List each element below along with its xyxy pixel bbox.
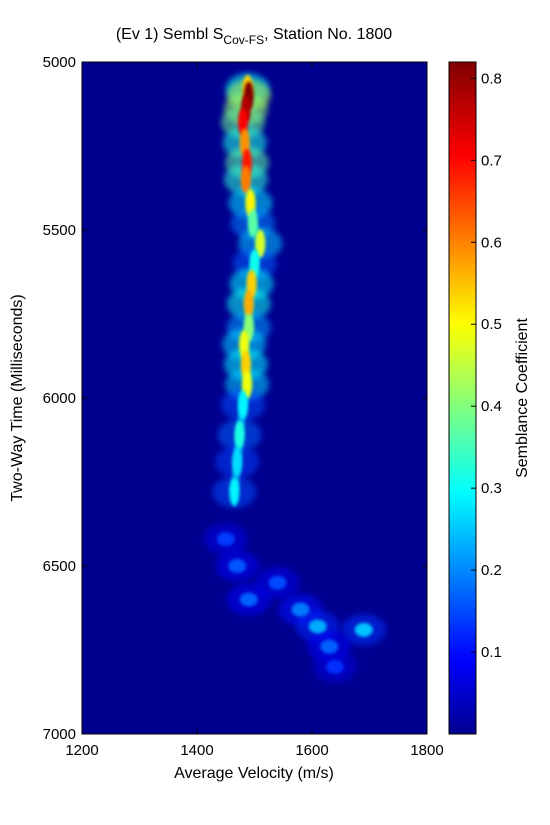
semblance-peak	[243, 289, 254, 318]
semblance-peak	[268, 575, 287, 590]
x-tick-label: 1200	[65, 742, 98, 759]
chart-title-prefix: (Ev 1) Sembl S	[116, 26, 224, 43]
semblance-peak	[239, 592, 258, 607]
semblance-peak	[247, 209, 258, 238]
semblance-peak	[291, 602, 310, 617]
colorbar: 0.1 0.2 0.3 0.4 0.5 0.6 0.7 0.8	[448, 61, 502, 735]
semblance-peak	[255, 229, 266, 258]
colorbar-ticks: 0.1 0.2 0.3 0.4 0.5 0.6 0.7 0.8	[471, 70, 502, 661]
semblance-peak	[228, 559, 247, 573]
chart-title: (Ev 1) Sembl SCov-FS, Station No. 1800	[116, 26, 392, 47]
semblance-peak	[308, 619, 327, 634]
colorbar-tick-label: 0.7	[481, 152, 502, 169]
colorbar-tick-label: 0.3	[481, 480, 502, 497]
x-tick-label: 1400	[180, 742, 213, 759]
colorbar-tick-label: 0.5	[481, 316, 502, 333]
semblance-peak	[326, 659, 344, 674]
semblance-peak	[234, 420, 245, 449]
x-axis: 1200 1400 1600 1800	[65, 62, 444, 759]
colorbar-tick-label: 0.1	[481, 644, 502, 661]
semblance-peak	[354, 622, 373, 637]
semblance-peak	[229, 478, 240, 507]
y-axis-label: Two-Way Time (Milliseconds)	[9, 294, 26, 501]
colorbar-gradient	[448, 61, 477, 735]
y-tick-label: 5000	[43, 54, 76, 71]
semblance-peak	[320, 639, 339, 654]
colorbar-tick-label: 0.4	[481, 398, 502, 415]
plot-area: 1200 1400 1600 1800 5000 5500 6000 6500 7000	[43, 54, 444, 759]
colorbar-tick-label: 0.2	[481, 562, 502, 579]
y-tick-label: 7000	[43, 726, 76, 743]
y-tick-label: 5500	[43, 222, 76, 239]
heatmap-layer	[203, 72, 386, 683]
chart-title-suffix: , Station No. 1800	[264, 26, 392, 43]
x-axis-label: Average Velocity (m/s)	[174, 765, 334, 782]
y-tick-label: 6500	[43, 558, 76, 575]
colorbar-tick-label: 0.8	[481, 70, 502, 87]
colorbar-label: Semblance Coefficient	[514, 318, 531, 478]
semblance-peak	[232, 447, 243, 476]
x-tick-label: 1600	[295, 742, 328, 759]
x-tick-label: 1800	[410, 742, 443, 759]
semblance-peak	[216, 532, 235, 547]
y-tick-label: 6000	[43, 390, 76, 407]
semblance-peak	[240, 165, 251, 194]
y-axis: 5000 5500 6000 6500 7000	[43, 54, 427, 743]
colorbar-tick-label: 0.6	[481, 234, 502, 251]
semblance-peak	[238, 390, 248, 419]
chart-title-subscript: Cov-FS	[223, 33, 264, 47]
